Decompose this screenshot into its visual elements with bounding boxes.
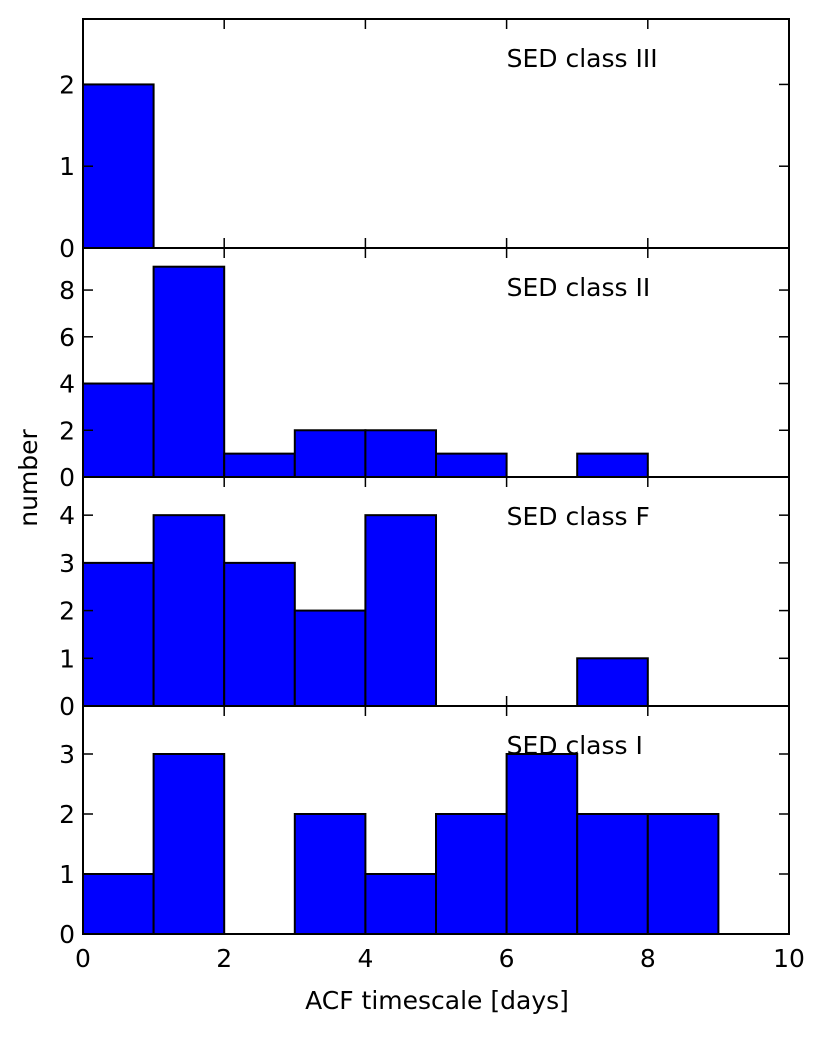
histogram-bar: [223, 561, 296, 707]
histogram-bar: [152, 753, 226, 935]
panel-4: 0 1 2 3 SED class I: [59, 705, 790, 949]
panel-label: SED class I: [507, 731, 643, 760]
panel-3: 0 1 2 3 4 SED class F: [59, 476, 790, 721]
histogram-bar: [435, 813, 508, 935]
y-tick-label: 3: [59, 549, 75, 578]
y-tick-label: 6: [59, 323, 75, 352]
y-tick-label: 0: [59, 234, 75, 263]
x-axis-title: ACF timescale [days]: [305, 986, 569, 1015]
x-tick-label: 2: [216, 944, 232, 973]
histogram-bar: [82, 873, 155, 935]
histogram-bar: [293, 429, 367, 479]
histogram-bar: [576, 813, 649, 935]
histogram-bar: [152, 265, 226, 478]
y-tick-label: 1: [59, 644, 75, 673]
x-axis: 0 2 4 6 8 10: [75, 944, 805, 973]
histogram-bar: [576, 657, 649, 708]
y-tick-label: 0: [59, 463, 75, 492]
histogram-bar: [505, 753, 579, 935]
y-tick-label: 4: [59, 370, 75, 399]
y-tick-label: 2: [59, 597, 75, 626]
x-tick-label: 8: [640, 944, 656, 973]
histogram-bar: [82, 83, 155, 249]
panel-2: 0 2 4 6 8 SED class II: [59, 247, 790, 492]
histogram-bar: [293, 813, 367, 935]
y-tick-label: 2: [59, 416, 75, 445]
panel-1: 0 1 2 SED class III: [59, 18, 790, 263]
y-tick-label: 8: [59, 276, 75, 305]
histogram-bar: [364, 873, 437, 935]
y-tick-label: 1: [59, 860, 75, 889]
y-tick-label: 1: [59, 152, 75, 181]
y-tick-label: 0: [59, 692, 75, 721]
panels-group: 0 1 2 SED class III 0 2 4 6 8 SED class II 0 1 2 3 4 SE…: [59, 18, 790, 949]
panel-label: SED class F: [507, 502, 650, 531]
histogram-bar: [576, 452, 649, 479]
histogram-bar: [82, 382, 155, 478]
panel-label: SED class II: [507, 273, 651, 302]
y-tick-label: 4: [59, 501, 75, 530]
y-tick-label: 3: [59, 740, 75, 769]
y-axis-title: number: [14, 428, 43, 526]
x-tick-label: 4: [357, 944, 373, 973]
panel-frame: [82, 18, 790, 249]
y-tick-label: 0: [59, 920, 75, 949]
panel-label: SED class III: [507, 44, 658, 73]
x-tick-label: 6: [499, 944, 515, 973]
histogram-bar: [223, 452, 296, 479]
y-tick-label: 2: [59, 70, 75, 99]
histogram-bar: [435, 452, 508, 479]
histogram-bar: [293, 609, 367, 707]
histogram-bar: [646, 813, 720, 935]
y-tick-label: 2: [59, 800, 75, 829]
histogram-bar: [364, 429, 437, 479]
histogram-bar: [152, 514, 226, 708]
x-tick-label: 10: [773, 944, 805, 973]
histogram-bar: [82, 561, 155, 707]
x-tick-label: 0: [75, 944, 91, 973]
histogram-bar: [364, 514, 437, 708]
panel-frame: [82, 705, 790, 935]
